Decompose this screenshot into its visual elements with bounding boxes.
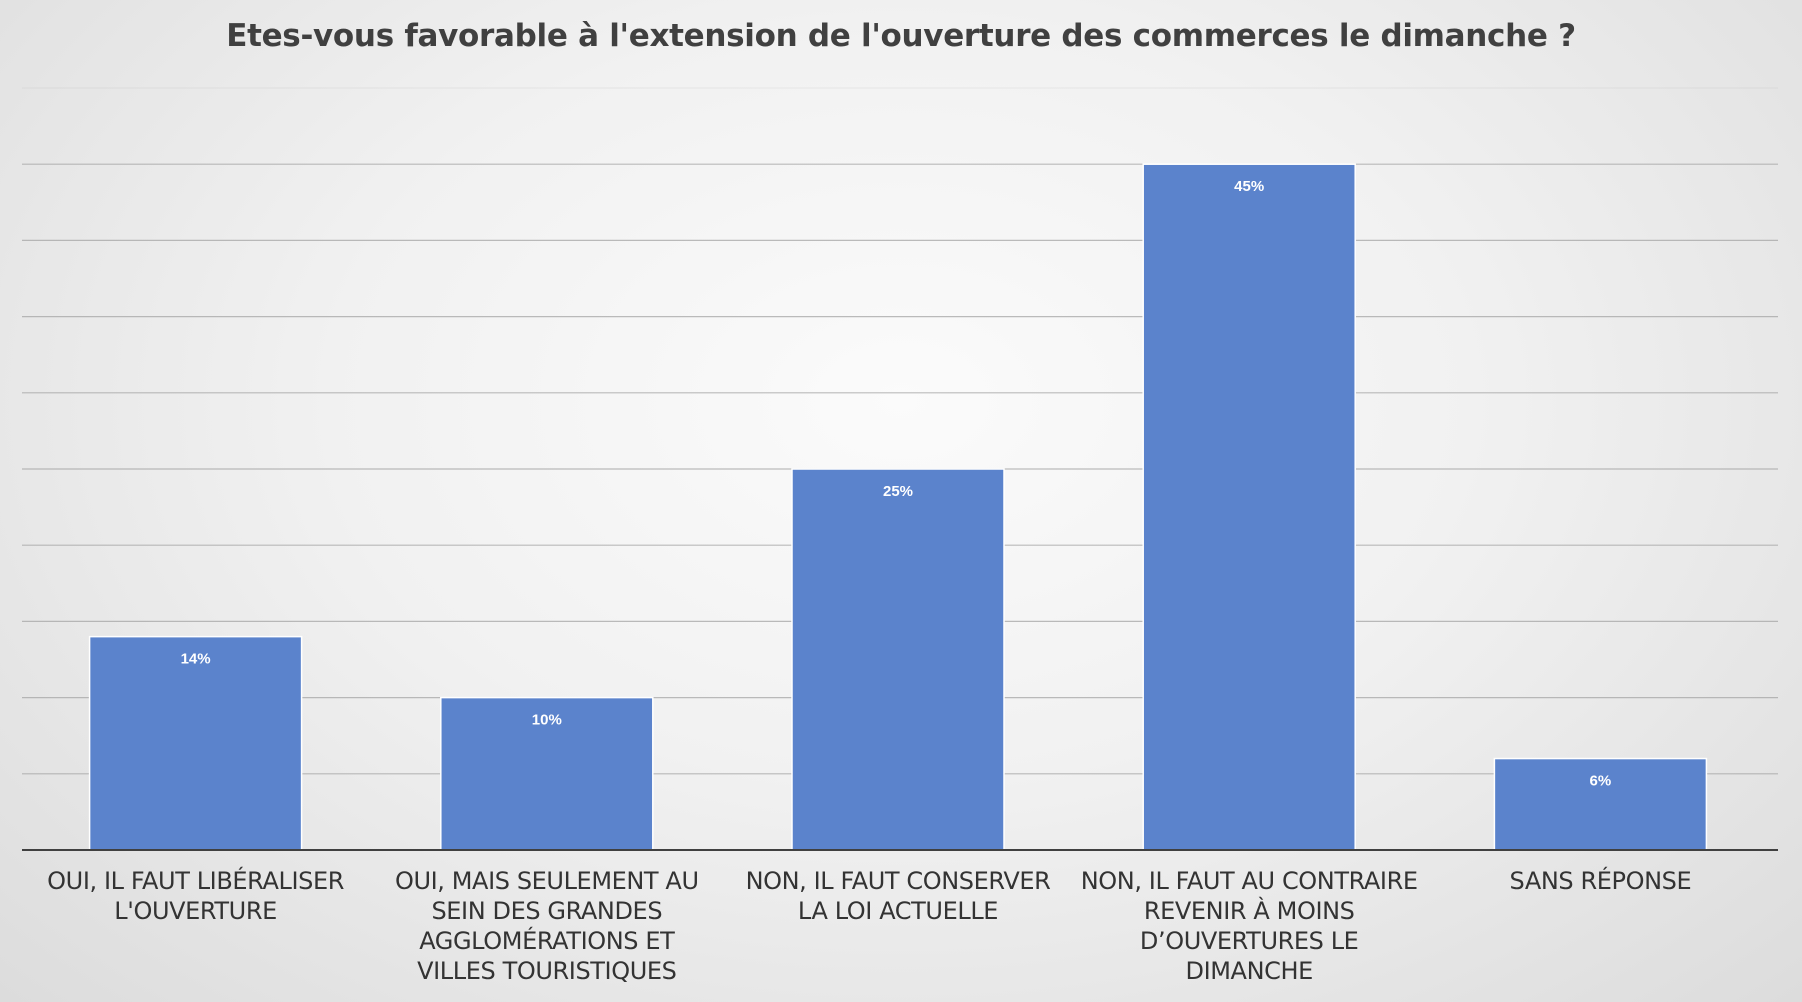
bar	[1142, 163, 1356, 851]
data-label: 25%	[883, 483, 913, 500]
bar	[88, 635, 303, 851]
category-label: OUI, MAIS SEULEMENT AU SEIN DES GRANDES …	[394, 867, 699, 985]
category-label: NON, IL FAUT AU CONTRAIRE REVENIR À MOIN…	[1080, 867, 1418, 985]
chart-title: Etes-vous favorable à l'extension de l'o…	[226, 18, 1576, 54]
bar	[1493, 757, 1708, 851]
bars	[88, 163, 1708, 851]
data-labels: 14% 10% 25% 45% 6%	[181, 178, 1612, 789]
category-label: SANS RÉPONSE	[1509, 867, 1692, 895]
data-label: 14%	[181, 651, 211, 668]
category-label: NON, IL FAUT CONSERVER LA LOI ACTUELLE	[745, 867, 1051, 925]
bar	[440, 696, 654, 851]
bar	[791, 468, 1005, 851]
category-label: OUI, IL FAUT LIBÉRALISER L'OUVERTURE	[47, 867, 345, 925]
data-label: 10%	[532, 712, 562, 729]
data-label: 45%	[1234, 178, 1264, 195]
data-label: 6%	[1590, 773, 1612, 790]
